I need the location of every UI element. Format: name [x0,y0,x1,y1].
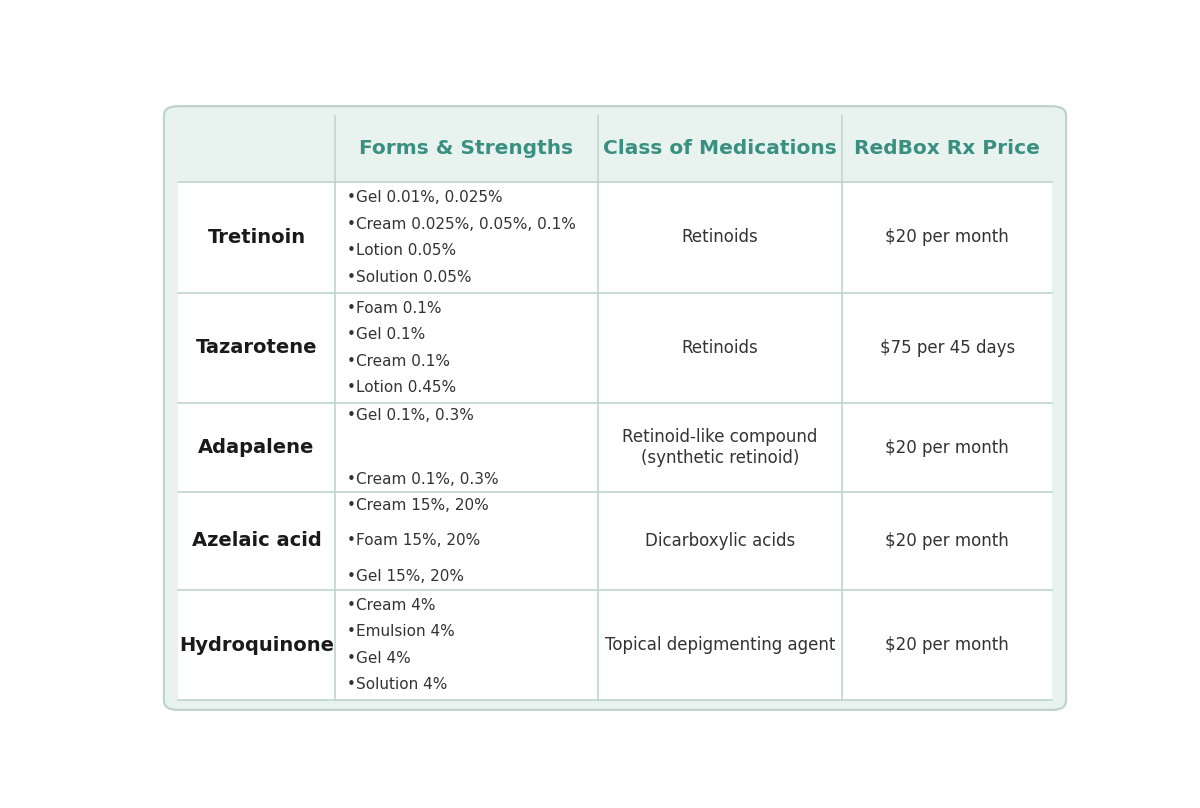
Text: •: • [347,270,355,284]
Text: Cream 4%: Cream 4% [356,598,436,612]
Text: Retinoid-like compound
(synthetic retinoid): Retinoid-like compound (synthetic retino… [623,428,817,467]
Text: Cream 0.1%: Cream 0.1% [356,354,450,368]
Text: •: • [347,625,355,639]
Text: •: • [347,472,355,487]
Text: Foam 15%, 20%: Foam 15%, 20% [356,533,480,549]
Text: RedBox Rx Price: RedBox Rx Price [854,139,1040,158]
Text: Adapalene: Adapalene [198,438,314,457]
Text: •: • [347,598,355,612]
Text: •: • [347,677,355,692]
Text: Solution 4%: Solution 4% [356,677,448,692]
Text: Retinoids: Retinoids [682,229,758,246]
Text: •: • [347,651,355,666]
Text: Cream 15%, 20%: Cream 15%, 20% [356,498,488,513]
Bar [178,492,1052,590]
Text: Cream 0.025%, 0.05%, 0.1%: Cream 0.025%, 0.05%, 0.1% [356,217,576,232]
Bar [178,182,1052,292]
Text: Gel 4%: Gel 4% [356,651,410,666]
Text: •: • [347,190,355,205]
Text: •: • [347,569,355,583]
Text: Gel 15%, 20%: Gel 15%, 20% [356,569,464,583]
Text: •: • [347,408,355,423]
Text: •: • [347,327,355,343]
Text: Solution 0.05%: Solution 0.05% [356,270,472,284]
Text: Tazarotene: Tazarotene [196,339,317,357]
Text: Hydroquinone: Hydroquinone [179,636,334,654]
Text: •: • [347,533,355,549]
Text: Retinoids: Retinoids [682,339,758,357]
Text: Azelaic acid: Azelaic acid [192,532,322,550]
Text: •: • [347,498,355,513]
Text: Lotion 0.45%: Lotion 0.45% [356,381,456,395]
Text: Emulsion 4%: Emulsion 4% [356,625,455,639]
Text: Gel 0.1%: Gel 0.1% [356,327,426,343]
Text: Foam 0.1%: Foam 0.1% [356,301,442,316]
Bar [178,590,1052,701]
FancyBboxPatch shape [164,107,1066,709]
Text: •: • [347,301,355,316]
Text: •: • [347,217,355,232]
Text: Dicarboxylic acids: Dicarboxylic acids [644,532,796,549]
Text: $75 per 45 days: $75 per 45 days [880,339,1015,357]
Bar [178,292,1052,403]
Text: •: • [347,354,355,368]
Text: Forms & Strengths: Forms & Strengths [359,139,574,158]
Bar [178,403,1052,492]
Text: Tretinoin: Tretinoin [208,228,306,246]
Text: •: • [347,381,355,395]
Text: $20 per month: $20 per month [886,532,1009,549]
Text: $20 per month: $20 per month [886,439,1009,457]
Text: •: • [347,243,355,258]
Text: $20 per month: $20 per month [886,229,1009,246]
Text: Class of Medications: Class of Medications [604,139,836,158]
Text: Cream 0.1%, 0.3%: Cream 0.1%, 0.3% [356,472,499,487]
Text: Gel 0.1%, 0.3%: Gel 0.1%, 0.3% [356,408,474,423]
Text: Lotion 0.05%: Lotion 0.05% [356,243,456,258]
Text: Topical depigmenting agent: Topical depigmenting agent [605,636,835,654]
Text: Gel 0.01%, 0.025%: Gel 0.01%, 0.025% [356,190,503,205]
Text: $20 per month: $20 per month [886,636,1009,654]
